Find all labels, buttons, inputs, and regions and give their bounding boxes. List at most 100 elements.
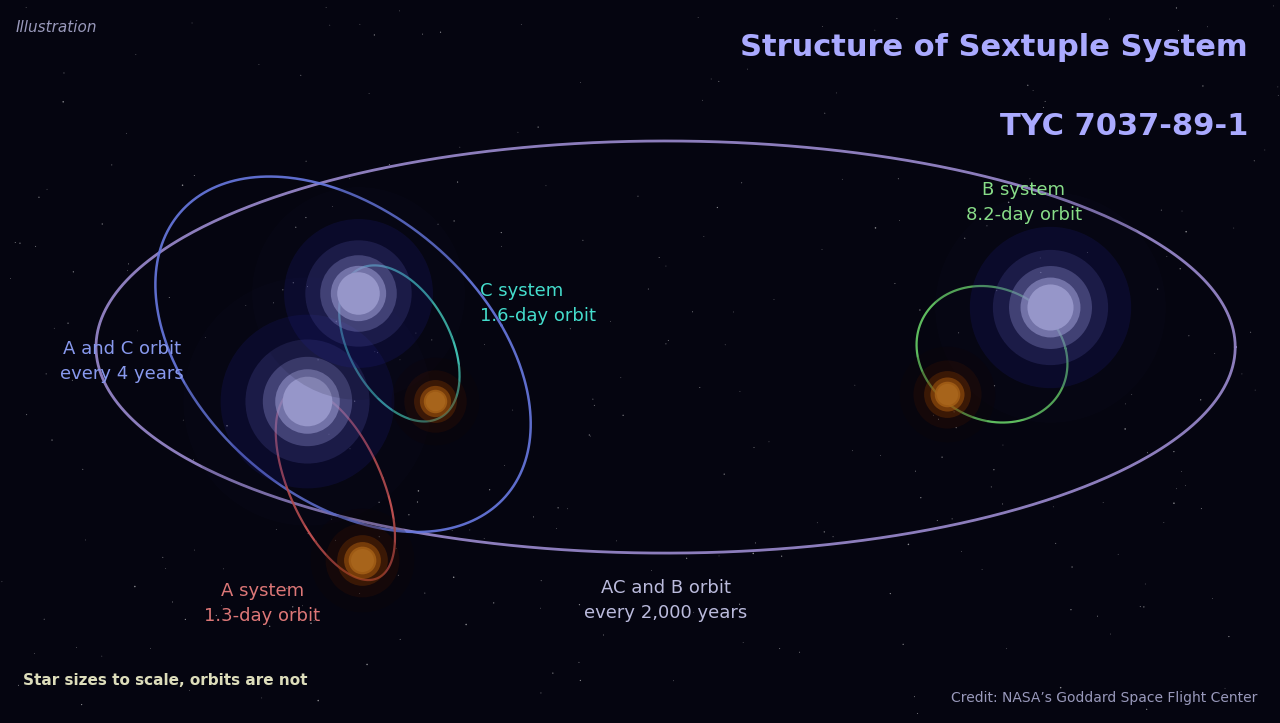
Point xyxy=(266,523,287,535)
Point xyxy=(580,430,600,442)
Point xyxy=(28,192,49,203)
Point xyxy=(297,281,317,292)
Point xyxy=(173,414,193,426)
Point xyxy=(690,382,710,393)
Point xyxy=(1047,300,1068,312)
Point xyxy=(904,691,924,703)
Point xyxy=(1039,301,1060,313)
Point xyxy=(118,258,138,270)
Point xyxy=(352,555,372,566)
Text: C system
1.6-day orbit: C system 1.6-day orbit xyxy=(480,282,596,325)
Point xyxy=(508,127,529,138)
Point xyxy=(15,1,36,13)
Point xyxy=(813,20,833,32)
Point xyxy=(1030,252,1051,264)
Point xyxy=(613,409,634,421)
Point xyxy=(1193,80,1213,92)
Point xyxy=(584,400,604,411)
Point xyxy=(216,420,237,432)
Point xyxy=(1020,173,1041,184)
Point xyxy=(937,388,957,400)
Point xyxy=(54,67,74,79)
Point xyxy=(701,73,722,85)
Point xyxy=(73,463,93,475)
Point xyxy=(348,287,369,299)
Point xyxy=(710,137,731,148)
Point xyxy=(937,388,957,400)
Point xyxy=(36,368,56,380)
Point xyxy=(348,287,369,299)
Point xyxy=(183,454,204,466)
Point xyxy=(1151,205,1171,216)
Point xyxy=(297,395,317,407)
Point xyxy=(742,547,763,559)
Point xyxy=(352,555,372,566)
Point xyxy=(195,332,215,343)
Point xyxy=(367,347,388,359)
Point xyxy=(548,502,568,513)
Point xyxy=(351,270,371,282)
Point xyxy=(594,629,614,641)
Point xyxy=(348,287,369,299)
Point xyxy=(42,435,63,446)
Point xyxy=(0,717,10,723)
Point xyxy=(1087,610,1107,622)
Point xyxy=(297,395,317,407)
Point xyxy=(937,388,957,400)
Point xyxy=(1179,330,1199,341)
Point xyxy=(1135,578,1156,590)
Point xyxy=(492,227,512,239)
Point xyxy=(910,492,931,503)
Point xyxy=(385,543,406,555)
Point xyxy=(460,524,480,536)
Point xyxy=(406,328,426,339)
Point xyxy=(365,346,385,357)
Point xyxy=(1231,368,1252,380)
Point xyxy=(932,451,952,463)
Point xyxy=(1130,601,1151,612)
Point xyxy=(0,576,12,588)
Point xyxy=(531,687,552,698)
Point xyxy=(125,49,146,61)
Point xyxy=(1023,85,1043,96)
Point xyxy=(1171,205,1192,217)
Point xyxy=(1170,263,1190,275)
Point xyxy=(977,220,997,231)
Point xyxy=(297,395,317,407)
Point xyxy=(570,599,590,610)
Point xyxy=(63,266,83,278)
Point xyxy=(296,155,316,167)
Point xyxy=(421,334,442,346)
Point xyxy=(306,535,326,547)
Point xyxy=(1093,497,1114,508)
Point xyxy=(503,404,524,416)
Point xyxy=(35,613,55,625)
Point xyxy=(682,306,703,317)
Point xyxy=(175,614,196,625)
Point xyxy=(369,531,389,542)
Point xyxy=(972,564,992,576)
Point xyxy=(155,562,175,574)
Point xyxy=(412,28,433,40)
Point xyxy=(215,614,236,625)
Point xyxy=(1101,628,1121,640)
Point xyxy=(442,525,462,536)
Point xyxy=(173,179,193,191)
Point xyxy=(0,717,10,723)
Point xyxy=(425,395,445,407)
Point xyxy=(714,469,735,480)
Point xyxy=(1204,348,1225,359)
Point xyxy=(8,680,28,691)
Point xyxy=(339,443,360,455)
Point xyxy=(321,513,342,525)
Point xyxy=(297,395,317,407)
Point xyxy=(611,372,631,383)
Point xyxy=(655,260,676,272)
Point xyxy=(449,142,470,153)
Point xyxy=(1166,2,1187,14)
Point xyxy=(184,544,205,556)
Point xyxy=(92,651,113,662)
Point xyxy=(260,620,280,632)
Point xyxy=(128,325,148,337)
Point xyxy=(10,237,31,249)
